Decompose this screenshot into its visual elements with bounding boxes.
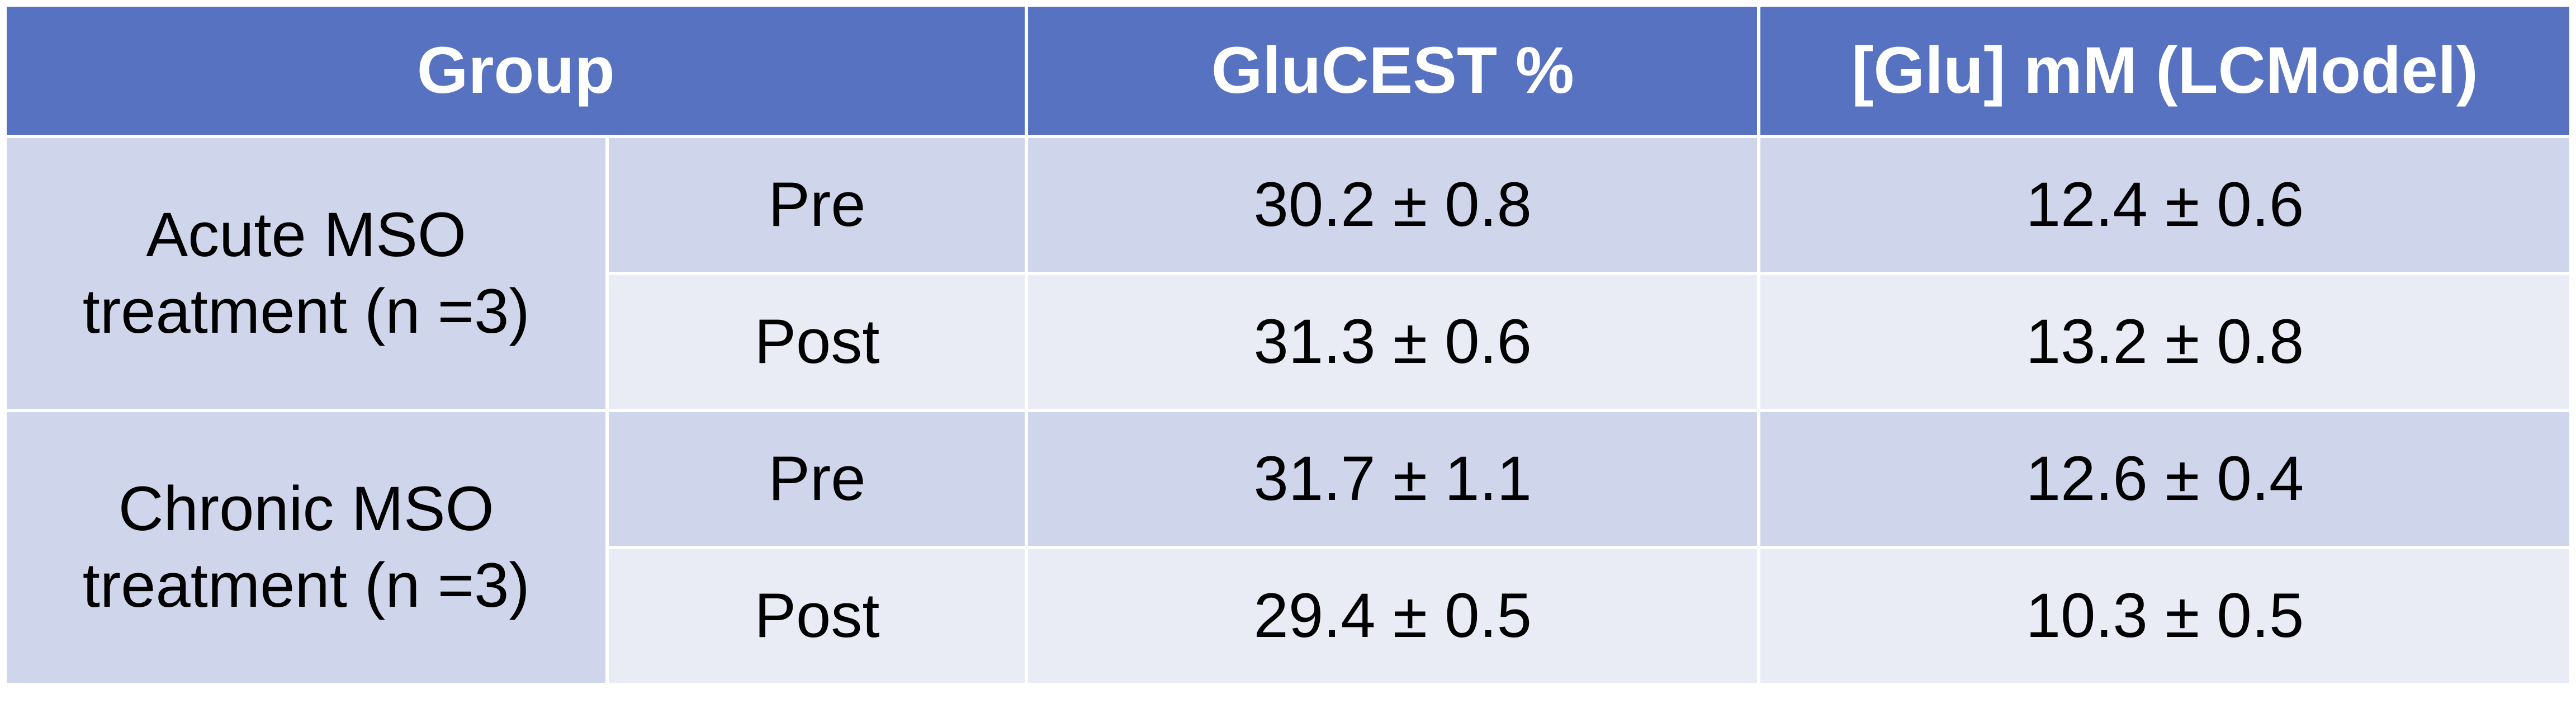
- table-body: Acute MSO treatment (n =3) Pre 30.2 ± 0.8 1…: [7, 138, 2569, 683]
- timepoint-cell: Pre: [609, 138, 1025, 272]
- value-cell: 29.4 ± 0.5: [1028, 549, 1758, 683]
- table-row: Chronic MSO treatment (n =3) Pre 31.7 ± 1.…: [7, 412, 2569, 683]
- header-cell: [Glu] mM (LCModel): [1760, 7, 2569, 135]
- table-row: Acute MSO treatment (n =3) Pre 30.2 ± 0.8 1…: [7, 138, 2569, 409]
- header-row: Group GluCEST % [Glu] mM (LCModel): [7, 7, 2569, 135]
- value-cell: 12.6 ± 0.4: [1760, 412, 2569, 546]
- value-cell: 30.2 ± 0.8: [1028, 138, 1758, 272]
- header-cell: GluCEST %: [1028, 7, 1758, 135]
- table-row: Post 29.4 ± 0.5 10.3 ± 0.5: [7, 549, 2569, 683]
- data-table: Group GluCEST % [Glu] mM (LCModel) Acute M…: [3, 3, 2573, 686]
- value-cell: 31.3 ± 0.6: [1028, 275, 1758, 409]
- timepoint-cell: Pre: [609, 412, 1025, 546]
- timepoint-cell: Post: [609, 549, 1025, 683]
- table-row: Post 31.3 ± 0.6 13.2 ± 0.8: [7, 275, 2569, 409]
- timepoint-cell: Post: [609, 275, 1025, 409]
- group-label: Acute MSO treatment (n =3): [7, 138, 606, 409]
- value-cell: 10.3 ± 0.5: [1760, 549, 2569, 683]
- value-cell: 12.4 ± 0.6: [1760, 138, 2569, 272]
- value-cell: 31.7 ± 1.1: [1028, 412, 1758, 546]
- value-cell: 13.2 ± 0.8: [1760, 275, 2569, 409]
- group-label: Chronic MSO treatment (n =3): [7, 412, 606, 683]
- header-cell: Group: [7, 7, 1025, 135]
